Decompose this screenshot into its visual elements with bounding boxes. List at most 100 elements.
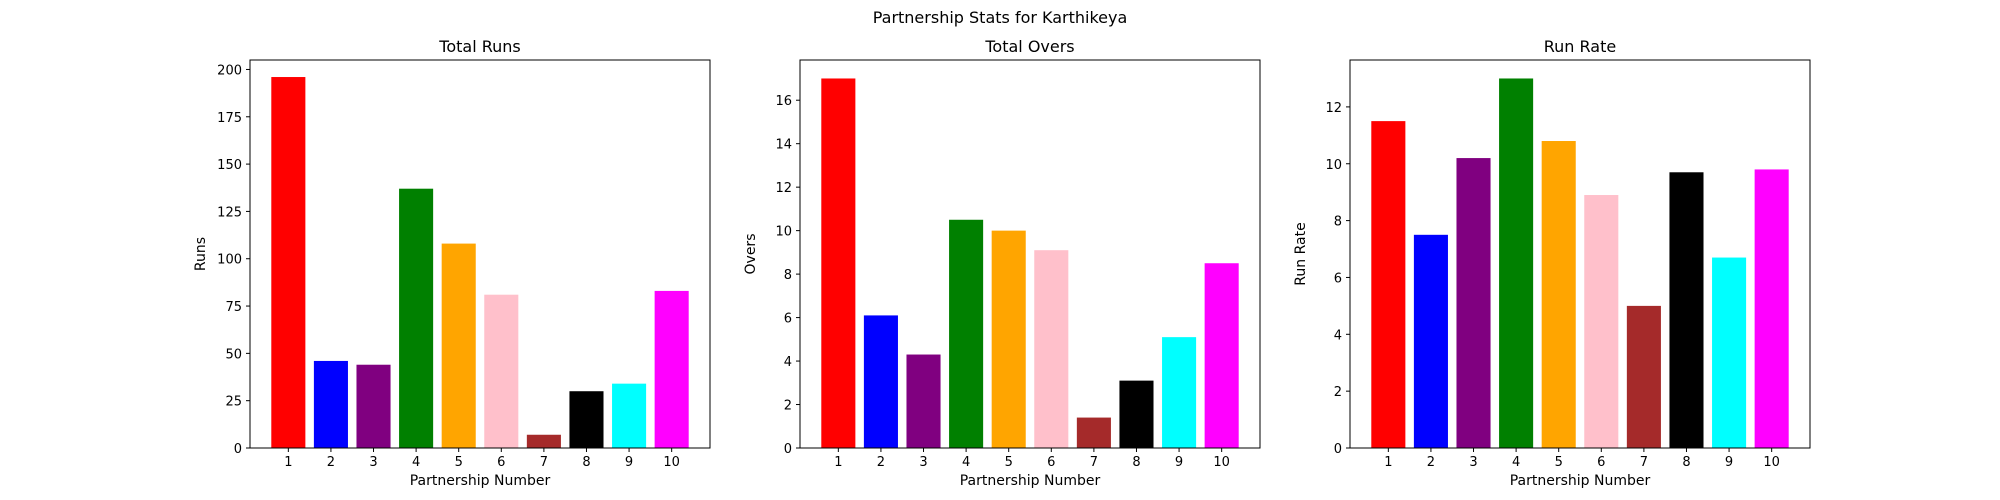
plot-frame [249, 59, 711, 449]
y-tick-label: 8 [784, 268, 792, 283]
bar-9 [1162, 337, 1197, 448]
bar-2 [863, 315, 898, 448]
bar-10 [1754, 169, 1789, 448]
x-tick-label: 9 [1175, 455, 1183, 470]
y-tick-label: 4 [784, 355, 792, 370]
x-tick-label: 10 [1763, 455, 1780, 470]
x-tick-label: 4 [412, 455, 420, 470]
y-tick-label: 2 [784, 399, 792, 414]
y-tick-label: 25 [225, 395, 242, 410]
bar-2 [313, 360, 348, 448]
y-tick-label: 2 [1334, 385, 1342, 400]
y-tick-label: 6 [784, 312, 792, 327]
bar-4 [399, 188, 434, 448]
x-tick-label: 9 [1725, 455, 1733, 470]
y-tick-label: 12 [1325, 101, 1342, 116]
chart-title: Total Runs [438, 37, 520, 56]
x-tick-label: 5 [455, 455, 463, 470]
bar-6 [1034, 250, 1069, 448]
x-axis-label: Partnership Number [1510, 473, 1651, 489]
x-tick-label: 1 [834, 455, 842, 470]
y-tick-label: 16 [775, 94, 792, 109]
bar-5 [991, 230, 1026, 448]
y-axis-label: Overs [743, 234, 759, 275]
bar-3 [1456, 158, 1491, 448]
y-tick-label: 12 [775, 181, 792, 196]
chart-title: Total Overs [984, 37, 1074, 56]
y-tick-label: 4 [1334, 328, 1342, 343]
y-tick-label: 200 [217, 63, 242, 78]
x-tick-label: 6 [497, 455, 505, 470]
figure-suptitle: Partnership Stats for Karthikeya [872, 8, 1128, 27]
x-tick-label: 7 [540, 455, 548, 470]
bar-10 [1204, 263, 1239, 448]
y-tick-label: 125 [217, 205, 242, 220]
bar-3 [356, 364, 391, 448]
x-tick-label: 6 [1597, 455, 1605, 470]
bar-10 [654, 290, 689, 448]
bar-9 [1712, 257, 1747, 448]
plot-frame [799, 59, 1261, 449]
x-tick-label: 10 [1213, 455, 1230, 470]
x-tick-label: 10 [663, 455, 680, 470]
x-tick-label: 8 [1682, 455, 1690, 470]
bar-6 [1584, 195, 1619, 448]
y-tick-label: 75 [225, 300, 242, 315]
y-tick-label: 6 [1334, 271, 1342, 286]
chart-title: Run Rate [1544, 37, 1616, 56]
x-tick-label: 1 [284, 455, 292, 470]
x-tick-label: 5 [1005, 455, 1013, 470]
y-tick-label: 10 [775, 225, 792, 240]
y-tick-label: 0 [234, 442, 242, 457]
bar-7 [1626, 305, 1661, 448]
x-tick-label: 4 [962, 455, 970, 470]
x-tick-label: 8 [1132, 455, 1140, 470]
bar-1 [821, 78, 856, 448]
x-axis-label: Partnership Number [960, 473, 1101, 489]
x-tick-label: 3 [369, 455, 377, 470]
x-tick-label: 7 [1640, 455, 1648, 470]
bar-3 [906, 354, 941, 448]
x-tick-label: 2 [1427, 455, 1435, 470]
bar-6 [484, 294, 519, 448]
y-tick-label: 175 [217, 111, 242, 126]
y-tick-label: 14 [775, 138, 792, 153]
bar-1 [271, 77, 306, 448]
x-tick-label: 8 [582, 455, 590, 470]
bar-8 [569, 391, 604, 448]
bar-4 [1499, 78, 1534, 448]
bar-8 [1119, 380, 1154, 448]
x-tick-label: 9 [625, 455, 633, 470]
bar-5 [1541, 141, 1576, 448]
y-tick-label: 0 [1334, 442, 1342, 457]
y-tick-label: 50 [225, 347, 242, 362]
y-tick-label: 8 [1334, 215, 1342, 230]
x-tick-label: 3 [1469, 455, 1477, 470]
bar-7 [1076, 417, 1111, 448]
plot-frame [1349, 59, 1811, 449]
x-tick-label: 7 [1090, 455, 1098, 470]
y-axis-label: Run Rate [1293, 222, 1309, 285]
x-tick-label: 3 [919, 455, 927, 470]
x-axis-label: Partnership Number [410, 473, 551, 489]
x-tick-label: 2 [327, 455, 335, 470]
bar-7 [526, 434, 561, 448]
y-tick-label: 0 [784, 442, 792, 457]
x-tick-label: 5 [1555, 455, 1563, 470]
bar-2 [1413, 234, 1448, 448]
bar-5 [441, 243, 476, 448]
bar-4 [949, 219, 984, 448]
bar-8 [1669, 172, 1704, 448]
bar-9 [612, 383, 647, 448]
y-tick-label: 150 [217, 158, 242, 173]
y-tick-label: 100 [217, 253, 242, 268]
bar-1 [1371, 121, 1406, 449]
y-tick-label: 10 [1325, 158, 1342, 173]
x-tick-label: 4 [1512, 455, 1520, 470]
y-axis-label: Runs [193, 237, 209, 271]
x-tick-label: 2 [877, 455, 885, 470]
x-tick-label: 6 [1047, 455, 1055, 470]
x-tick-label: 1 [1384, 455, 1392, 470]
